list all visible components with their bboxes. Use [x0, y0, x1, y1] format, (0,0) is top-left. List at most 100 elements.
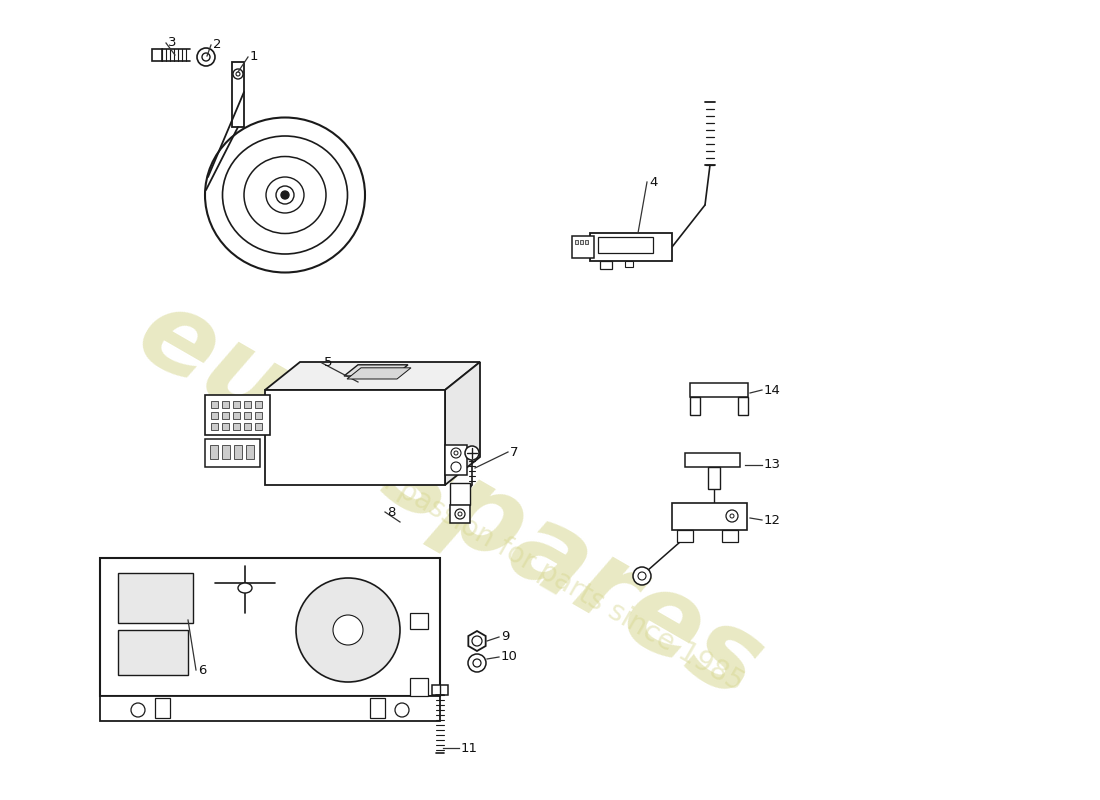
Circle shape: [296, 578, 400, 682]
Circle shape: [131, 703, 145, 717]
Text: 13: 13: [764, 458, 781, 471]
Text: 12: 12: [764, 514, 781, 526]
Bar: [676, 530, 693, 542]
Bar: [222, 445, 230, 459]
Bar: [233, 412, 240, 419]
Bar: [672, 503, 747, 530]
Circle shape: [726, 510, 738, 522]
Circle shape: [473, 659, 481, 667]
Bar: [100, 558, 440, 696]
Bar: [590, 233, 672, 261]
Text: a passion for parts since 1985: a passion for parts since 1985: [372, 463, 749, 697]
Circle shape: [454, 451, 458, 455]
Polygon shape: [346, 368, 411, 379]
Polygon shape: [265, 362, 480, 390]
Text: 4: 4: [649, 175, 658, 189]
Bar: [685, 453, 740, 467]
Circle shape: [632, 567, 651, 585]
Bar: [580, 240, 583, 244]
Ellipse shape: [205, 118, 365, 273]
Bar: [244, 412, 251, 419]
Bar: [246, 445, 254, 459]
Circle shape: [451, 448, 461, 458]
Bar: [598, 237, 653, 253]
Bar: [205, 395, 270, 435]
Bar: [205, 439, 260, 467]
Bar: [210, 445, 218, 459]
Bar: [722, 530, 738, 542]
Circle shape: [451, 462, 461, 472]
Circle shape: [333, 615, 363, 645]
Bar: [244, 423, 251, 430]
Bar: [450, 483, 470, 505]
Polygon shape: [469, 631, 486, 651]
Polygon shape: [446, 362, 480, 485]
Bar: [211, 401, 218, 408]
Text: 9: 9: [500, 630, 509, 643]
Circle shape: [395, 703, 409, 717]
Circle shape: [202, 53, 210, 61]
Bar: [155, 698, 170, 718]
Bar: [446, 445, 468, 475]
Bar: [450, 505, 470, 523]
Bar: [370, 698, 385, 718]
Circle shape: [468, 654, 486, 672]
Circle shape: [458, 512, 462, 516]
Bar: [244, 401, 251, 408]
Circle shape: [730, 514, 734, 518]
Circle shape: [233, 69, 243, 79]
Polygon shape: [344, 365, 408, 376]
Ellipse shape: [238, 583, 252, 593]
Text: 11: 11: [461, 742, 478, 754]
Bar: [625, 261, 632, 267]
Bar: [234, 445, 242, 459]
Bar: [410, 613, 428, 629]
Bar: [432, 685, 448, 695]
Text: 3: 3: [168, 37, 176, 50]
Bar: [118, 573, 192, 623]
Circle shape: [236, 72, 240, 76]
Bar: [255, 401, 262, 408]
Bar: [255, 423, 262, 430]
Bar: [572, 236, 594, 258]
Text: eurospares: eurospares: [119, 278, 781, 722]
Bar: [152, 49, 162, 61]
Circle shape: [465, 446, 478, 460]
Ellipse shape: [222, 136, 348, 254]
Bar: [233, 423, 240, 430]
Bar: [600, 261, 612, 269]
Bar: [100, 696, 440, 721]
Bar: [232, 62, 244, 127]
Bar: [211, 412, 218, 419]
Text: 5: 5: [324, 357, 332, 370]
Circle shape: [197, 48, 215, 66]
Bar: [222, 423, 229, 430]
Text: 10: 10: [500, 650, 518, 663]
Bar: [222, 401, 229, 408]
Bar: [118, 630, 188, 675]
Ellipse shape: [244, 157, 326, 234]
Bar: [233, 401, 240, 408]
Ellipse shape: [266, 177, 304, 213]
Circle shape: [472, 636, 482, 646]
Bar: [575, 240, 578, 244]
Bar: [738, 397, 748, 415]
Text: 1: 1: [250, 50, 258, 63]
Bar: [690, 383, 748, 397]
Bar: [255, 412, 262, 419]
Bar: [265, 390, 446, 485]
Text: 2: 2: [213, 38, 221, 51]
Circle shape: [276, 186, 294, 204]
Bar: [211, 423, 218, 430]
Text: 6: 6: [198, 663, 207, 677]
Bar: [410, 678, 428, 696]
Bar: [585, 240, 588, 244]
Bar: [708, 467, 720, 489]
Circle shape: [455, 509, 465, 519]
Bar: [690, 397, 700, 415]
Circle shape: [638, 572, 646, 580]
Text: 8: 8: [387, 506, 395, 518]
Circle shape: [280, 191, 289, 199]
Bar: [222, 412, 229, 419]
Text: 14: 14: [764, 383, 781, 397]
